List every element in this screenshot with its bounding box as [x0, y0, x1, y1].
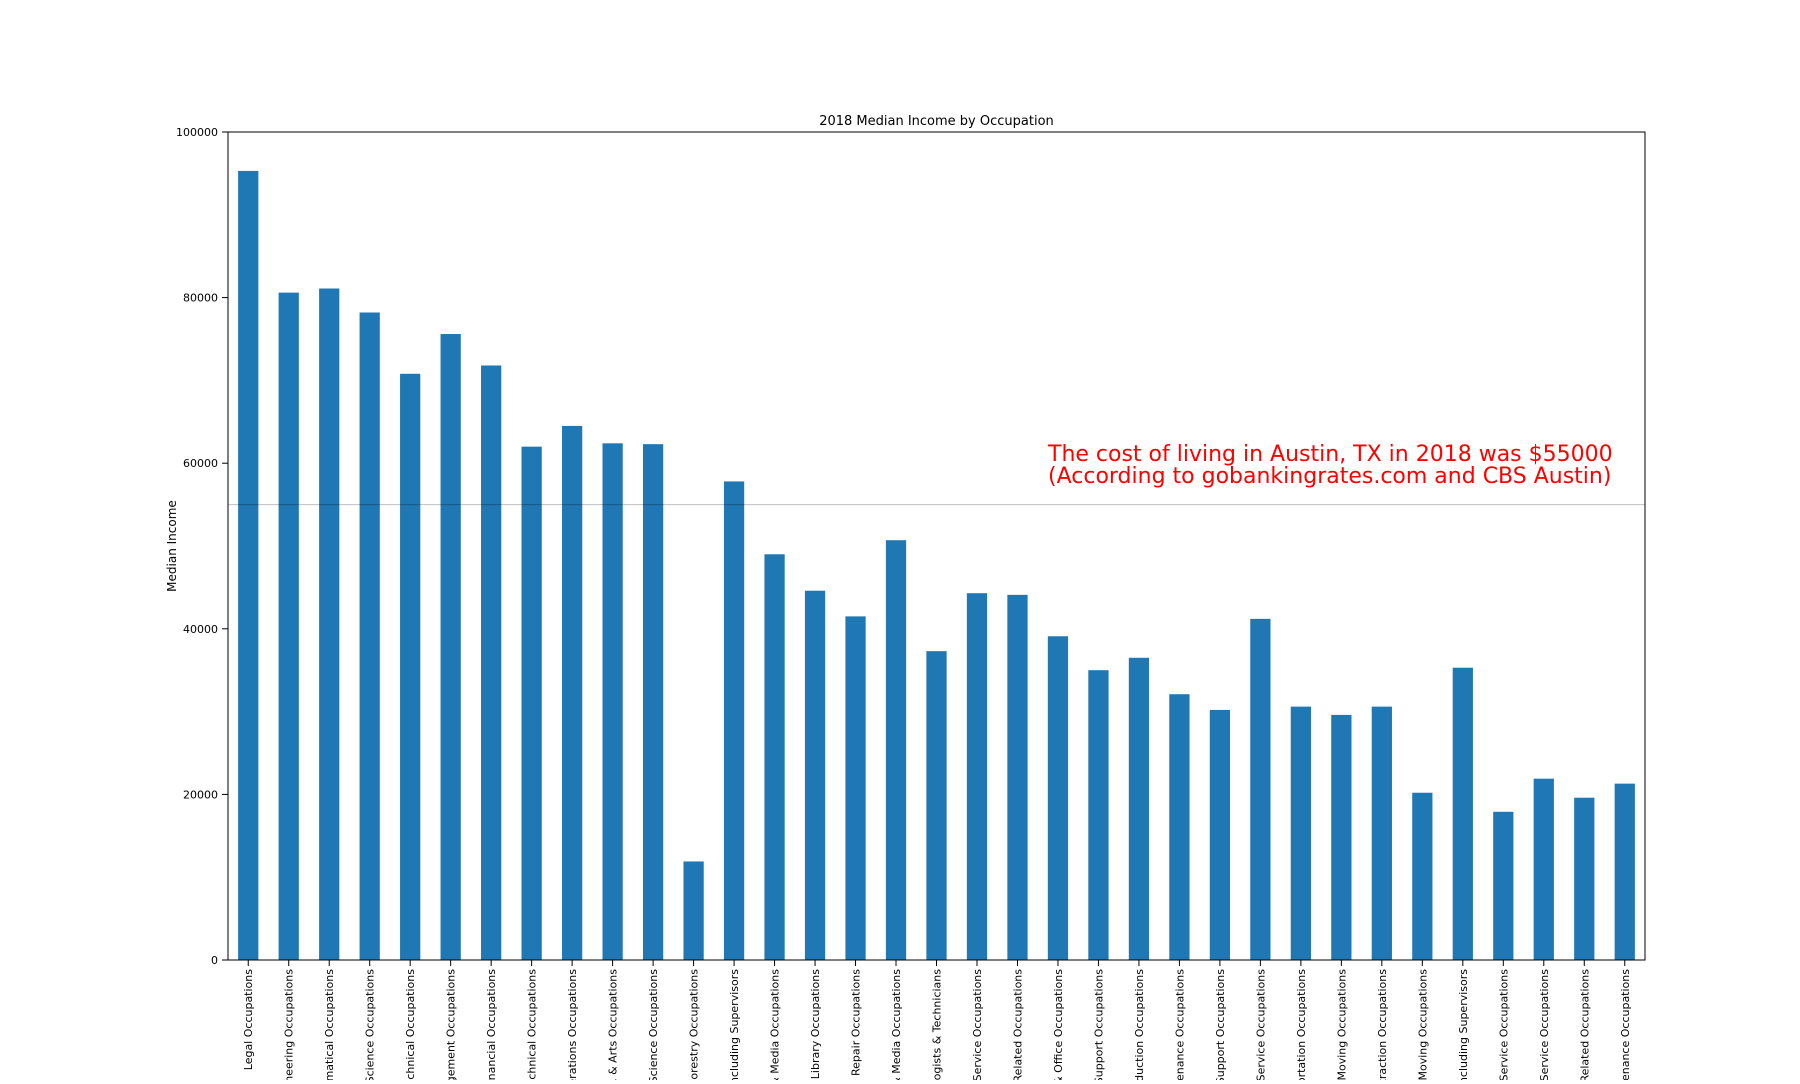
bar	[845, 616, 866, 960]
bar	[238, 170, 259, 960]
bar	[521, 446, 542, 960]
bar	[1250, 618, 1271, 960]
annotation-line-1: The cost of living in Austin, TX in 2018…	[1047, 442, 1613, 467]
bar	[319, 288, 340, 960]
x-tick-label: es & Related Occupations	[1011, 969, 1024, 1080]
bar	[1047, 636, 1069, 960]
x-tick-label: Maintenance Occupations	[1173, 969, 1186, 1080]
bar	[440, 334, 461, 961]
bar	[1452, 667, 1473, 960]
bar	[1614, 783, 1635, 960]
x-tick-label: Management Occupations	[445, 969, 458, 1080]
bar	[1331, 714, 1352, 960]
y-tick-label: 20000	[183, 788, 218, 801]
x-axis: Legal Occupations Engineering Occupations…	[242, 960, 1632, 1084]
x-tick-label: Mathematical Occupations	[323, 969, 336, 1080]
x-tick-label: Legal Occupations	[242, 969, 255, 1070]
y-axis-label: Median Income	[165, 500, 179, 592]
x-tick-label: ocial Science Occupations	[647, 969, 660, 1080]
x-tick-label: Production Occupations	[1133, 969, 1146, 1080]
x-tick-label: ocial Service Occupations	[971, 969, 984, 1080]
bar	[359, 312, 380, 960]
bar	[1574, 797, 1595, 960]
x-tick-label: n, & Library Occupations	[809, 969, 822, 1080]
x-tick-label: Maintenance Occupations	[1619, 969, 1632, 1080]
bar	[481, 365, 502, 961]
bar	[1209, 709, 1231, 960]
bar	[1088, 670, 1109, 960]
x-tick-label: re & Service Occupations	[1497, 969, 1510, 1080]
bar	[926, 651, 947, 960]
bar	[804, 590, 826, 960]
bar	[966, 593, 988, 960]
x-tick-label: tive Support Occupations	[1092, 969, 1105, 1080]
x-tick-label: , & Financial Occupations	[485, 969, 498, 1080]
bar	[885, 540, 907, 960]
bar	[1290, 706, 1311, 960]
x-tick-label: & Extraction Occupations	[1376, 969, 1389, 1080]
x-tick-label: ving Related Occupations	[1578, 969, 1591, 1080]
x-tick-label: care Support Occupations	[1214, 969, 1227, 1080]
bar	[1533, 778, 1554, 960]
bar	[1169, 694, 1190, 960]
bar	[400, 373, 421, 960]
bar	[278, 292, 299, 961]
x-tick-label: ales & Office Occupations	[1052, 969, 1065, 1080]
bar	[602, 443, 623, 960]
x-tick-label: ers Including Supervisors	[1457, 969, 1470, 1080]
x-tick-label: rts, & Media Occupations	[769, 969, 782, 1080]
bar	[723, 481, 745, 960]
x-tick-label: ce, & Repair Occupations	[850, 969, 863, 1080]
x-tick-label: er Technical Occupations	[404, 969, 417, 1080]
bar	[1412, 792, 1433, 960]
x-tick-label: , & Forestry Occupations	[688, 969, 701, 1080]
x-tick-label: rts, & Media Occupations	[890, 969, 903, 1080]
bar	[683, 861, 704, 960]
y-tick-label: 100000	[176, 126, 218, 139]
x-tick-label: erial Moving Occupations	[1416, 969, 1429, 1080]
x-tick-label: ctive Service Occupations	[1254, 969, 1267, 1080]
x-tick-label: ansportation Occupations	[1295, 969, 1308, 1080]
y-tick-label: 0	[211, 954, 218, 967]
bar	[642, 444, 664, 960]
y-tick-label: 60000	[183, 457, 218, 470]
x-tick-label: & Technical Occupations	[526, 969, 539, 1080]
x-tick-label: Service Occupations	[1538, 969, 1551, 1080]
bar	[1371, 706, 1392, 960]
x-tick-label: erial Moving Occupations	[1335, 969, 1348, 1080]
bar	[1493, 811, 1514, 960]
annotation-line-2: (According to gobankingrates.com and CBS…	[1048, 464, 1611, 489]
y-tick-label: 40000	[183, 623, 218, 636]
plot-frame	[227, 131, 1646, 961]
x-tick-label: chnologists & Technicians	[931, 969, 944, 1080]
bar-series	[238, 170, 1635, 961]
x-tick-label: Engineering Occupations	[283, 969, 296, 1080]
bar	[1007, 594, 1028, 960]
x-tick-label: ence, & Arts Occupations	[607, 969, 620, 1080]
bar	[562, 425, 583, 960]
chart-title: 2018 Median Income by Occupation	[819, 114, 1054, 129]
x-tick-label: l Operations Occupations	[566, 969, 579, 1080]
bar	[1128, 657, 1150, 960]
y-axis: 0 20000 40000 60000 80000 100000	[176, 126, 228, 967]
x-tick-label: g, & Science Occupations	[364, 969, 377, 1080]
x-tick-label: ers Including Supervisors	[728, 969, 741, 1080]
bar	[764, 554, 785, 960]
y-tick-label: 80000	[183, 292, 218, 305]
